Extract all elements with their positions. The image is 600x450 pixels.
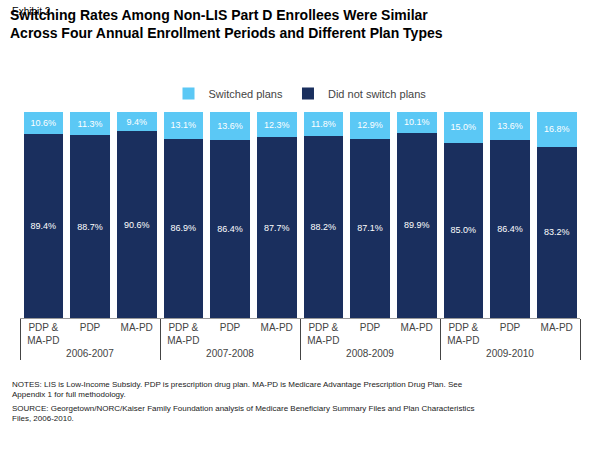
svg-text:11.3%: 11.3% (78, 119, 103, 129)
svg-text:12.9%: 12.9% (357, 120, 383, 130)
svg-text:9.4%: 9.4% (126, 117, 147, 127)
svg-text:89.9%: 89.9% (404, 220, 430, 230)
svg-text:MA-PD: MA-PD (541, 322, 573, 333)
svg-text:86.9%: 86.9% (171, 223, 197, 233)
svg-text:MA-PD: MA-PD (261, 322, 293, 333)
svg-text:87.1%: 87.1% (357, 223, 383, 233)
svg-text:MA-PD: MA-PD (121, 322, 153, 333)
svg-text:13.6%: 13.6% (497, 121, 523, 131)
svg-text:PDP &MA-PD: PDP &MA-PD (27, 322, 59, 346)
svg-text:PDP &MA-PD: PDP &MA-PD (307, 322, 339, 346)
svg-text:13.1%: 13.1% (171, 120, 197, 130)
svg-text:MA-PD: MA-PD (401, 322, 433, 333)
svg-text:Did not switch plans: Did not switch plans (328, 88, 426, 100)
svg-text:PDP: PDP (80, 322, 101, 333)
svg-text:89.4%: 89.4% (31, 221, 57, 231)
svg-text:2007-2008: 2007-2008 (206, 348, 254, 359)
svg-text:11.8%: 11.8% (311, 119, 336, 129)
svg-text:Switching Rates Among Non-LIS: Switching Rates Among Non-LIS Part D Enr… (10, 7, 443, 41)
svg-text:16.8%: 16.8% (544, 124, 570, 134)
svg-text:12.3%: 12.3% (264, 120, 290, 130)
svg-text:90.6%: 90.6% (124, 220, 150, 230)
svg-text:PDP &MA-PD: PDP &MA-PD (447, 322, 479, 346)
svg-text:15.0%: 15.0% (451, 122, 477, 132)
svg-text:PDP: PDP (500, 322, 521, 333)
svg-text:86.4%: 86.4% (217, 224, 243, 234)
svg-text:13.6%: 13.6% (217, 121, 243, 131)
svg-text:85.0%: 85.0% (451, 225, 477, 235)
svg-text:Exhibit 2: Exhibit 2 (12, 6, 51, 17)
svg-text:87.7%: 87.7% (264, 223, 290, 233)
svg-text:SOURCE: Georgetown/NORC/Kaiser: SOURCE: Georgetown/NORC/Kaiser Family Fo… (12, 404, 474, 423)
svg-text:88.2%: 88.2% (311, 222, 337, 232)
svg-text:PDP &MA-PD: PDP &MA-PD (167, 322, 199, 346)
svg-text:86.4%: 86.4% (497, 224, 523, 234)
svg-text:2008-2009: 2008-2009 (346, 348, 394, 359)
svg-text:PDP: PDP (220, 322, 241, 333)
svg-text:83.2%: 83.2% (544, 227, 570, 237)
svg-text:NOTES: LIS is Low-Income Subsi: NOTES: LIS is Low-Income Subsidy. PDP is… (12, 380, 463, 399)
svg-text:Switched plans: Switched plans (209, 88, 283, 100)
svg-text:10.6%: 10.6% (31, 118, 57, 128)
svg-text:2006-2007: 2006-2007 (66, 348, 114, 359)
svg-text:2009-2010: 2009-2010 (486, 348, 534, 359)
svg-text:PDP: PDP (360, 322, 381, 333)
svg-text:88.7%: 88.7% (77, 222, 103, 232)
svg-text:10.1%: 10.1% (404, 117, 430, 127)
